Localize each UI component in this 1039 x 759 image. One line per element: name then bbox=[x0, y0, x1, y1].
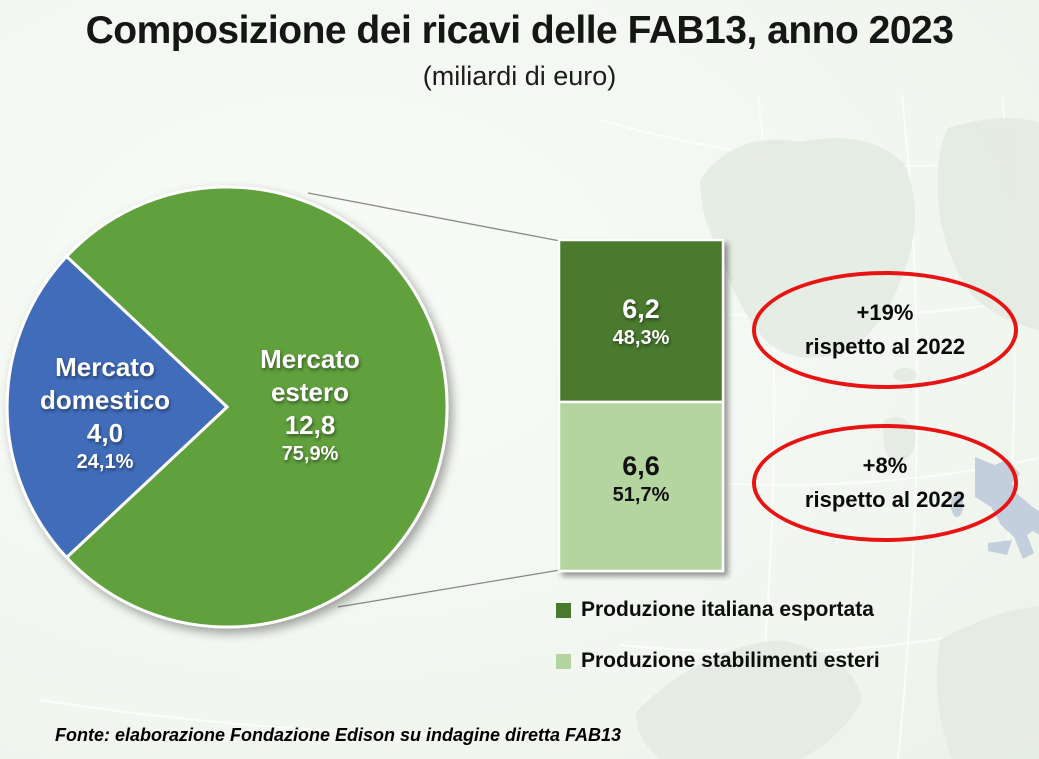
slice-value: 12,8 bbox=[284, 410, 336, 440]
annotation-ellipse-plus8: +8% rispetto al 2022 bbox=[752, 424, 1018, 542]
slice-label-line1: Mercato bbox=[260, 344, 360, 374]
slice-percent: 24,1% bbox=[76, 451, 134, 473]
bar-label-produzione-italiana-esportata: 6,2 48,3% bbox=[561, 294, 721, 351]
legend-swatch-light-green-icon bbox=[556, 653, 571, 669]
pie-label-mercato-estero: Mercato estero 12,8 75,9% bbox=[235, 343, 385, 467]
slice-label-line1: Mercato bbox=[55, 352, 155, 382]
bar-segment-produzione-italiana-esportata bbox=[557, 238, 725, 404]
pie-slice-mercato-estero bbox=[64, 185, 449, 629]
connector-line-bottom bbox=[337, 569, 561, 608]
legend: Produzione italiana esportata Produzione… bbox=[556, 598, 880, 673]
annotation-line1: +19% bbox=[856, 300, 914, 325]
legend-swatch-rect bbox=[556, 602, 571, 618]
legend-item-produzione-stabilimenti-esteri: Produzione stabilimenti esteri bbox=[556, 649, 880, 673]
segment-percent: 51,7% bbox=[612, 484, 670, 506]
annotation-line1: +8% bbox=[862, 453, 908, 478]
legend-label: Produzione italiana esportata bbox=[581, 598, 874, 621]
slice-percent: 75,9% bbox=[281, 443, 339, 465]
connector-line-top bbox=[307, 192, 561, 242]
legend-swatch-dark-green-icon bbox=[556, 602, 571, 618]
annotation-line2: rispetto al 2022 bbox=[804, 334, 966, 359]
bar-label-produzione-stabilimenti-esteri: 6,6 51,7% bbox=[561, 451, 721, 508]
segment-value: 6,2 bbox=[622, 294, 660, 324]
annotation-line2: rispetto al 2022 bbox=[804, 487, 966, 512]
callout-connectors bbox=[307, 192, 561, 608]
pie-label-mercato-domestico: Mercato domestico 4,0 24,1% bbox=[30, 351, 180, 475]
chart-title: Composizione dei ricavi delle FAB13, ann… bbox=[85, 9, 954, 52]
slice-label-line2: estero bbox=[270, 377, 350, 407]
annotation-ellipse-plus19: +19% rispetto al 2022 bbox=[752, 271, 1018, 389]
legend-item-produzione-italiana-esportata: Produzione italiana esportata bbox=[556, 598, 880, 622]
segment-percent: 48,3% bbox=[612, 327, 670, 349]
slice-value: 4,0 bbox=[86, 418, 124, 448]
legend-swatch-rect bbox=[556, 653, 571, 669]
chart-subtitle: (miliardi di euro) bbox=[422, 61, 617, 91]
bar-segment-produzione-stabilimenti-esteri bbox=[557, 400, 725, 573]
segment-value: 6,6 bbox=[622, 451, 660, 481]
slice-label-line2: domestico bbox=[39, 385, 171, 415]
source-note: Fonte: elaborazione Fondazione Edison su… bbox=[55, 725, 622, 745]
pie-slice-mercato-domestico bbox=[5, 254, 230, 560]
legend-label: Produzione stabilimenti esteri bbox=[581, 649, 880, 672]
